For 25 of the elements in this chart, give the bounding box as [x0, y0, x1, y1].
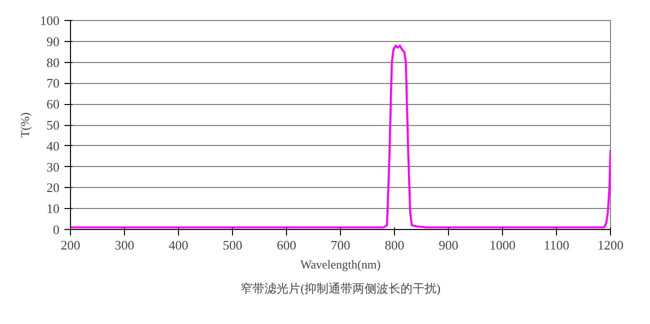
y-tick-label: 0 [53, 222, 60, 237]
y-tick-label: 70 [46, 76, 60, 91]
y-tick-label: 90 [46, 34, 60, 49]
x-tick-label: 200 [60, 238, 80, 252]
y-tick-label: 20 [46, 180, 60, 196]
x-tick-label: 300 [114, 238, 134, 252]
y-tick-label: 60 [46, 96, 60, 112]
x-tick-label: 400 [168, 238, 188, 252]
x-tick-label: 1200 [598, 238, 624, 252]
text: 窄带滤光片(抑制通带两侧波长的干扰) [240, 282, 441, 296]
x-axis-title: Wavelength(nm) [300, 258, 381, 272]
y-tick-label: 80 [46, 54, 60, 70]
x-tick-label: 1000 [490, 238, 516, 252]
y-tick-label: 30 [46, 159, 60, 174]
y-tick-label: 50 [46, 118, 60, 132]
x-tick-label: 1100 [544, 238, 570, 252]
x-tick-label: 500 [222, 238, 242, 252]
x-tick-label: 700 [330, 238, 350, 252]
y-tick-label: 100 [40, 13, 60, 28]
x-tick-label: 600 [276, 238, 296, 252]
x-tick-label: 800 [384, 238, 404, 252]
y-axis-title: T(%) [18, 112, 32, 138]
y-tick-label: 10 [46, 201, 60, 216]
x-tick-label: 900 [438, 238, 458, 252]
y-tick-label: 40 [46, 138, 60, 154]
